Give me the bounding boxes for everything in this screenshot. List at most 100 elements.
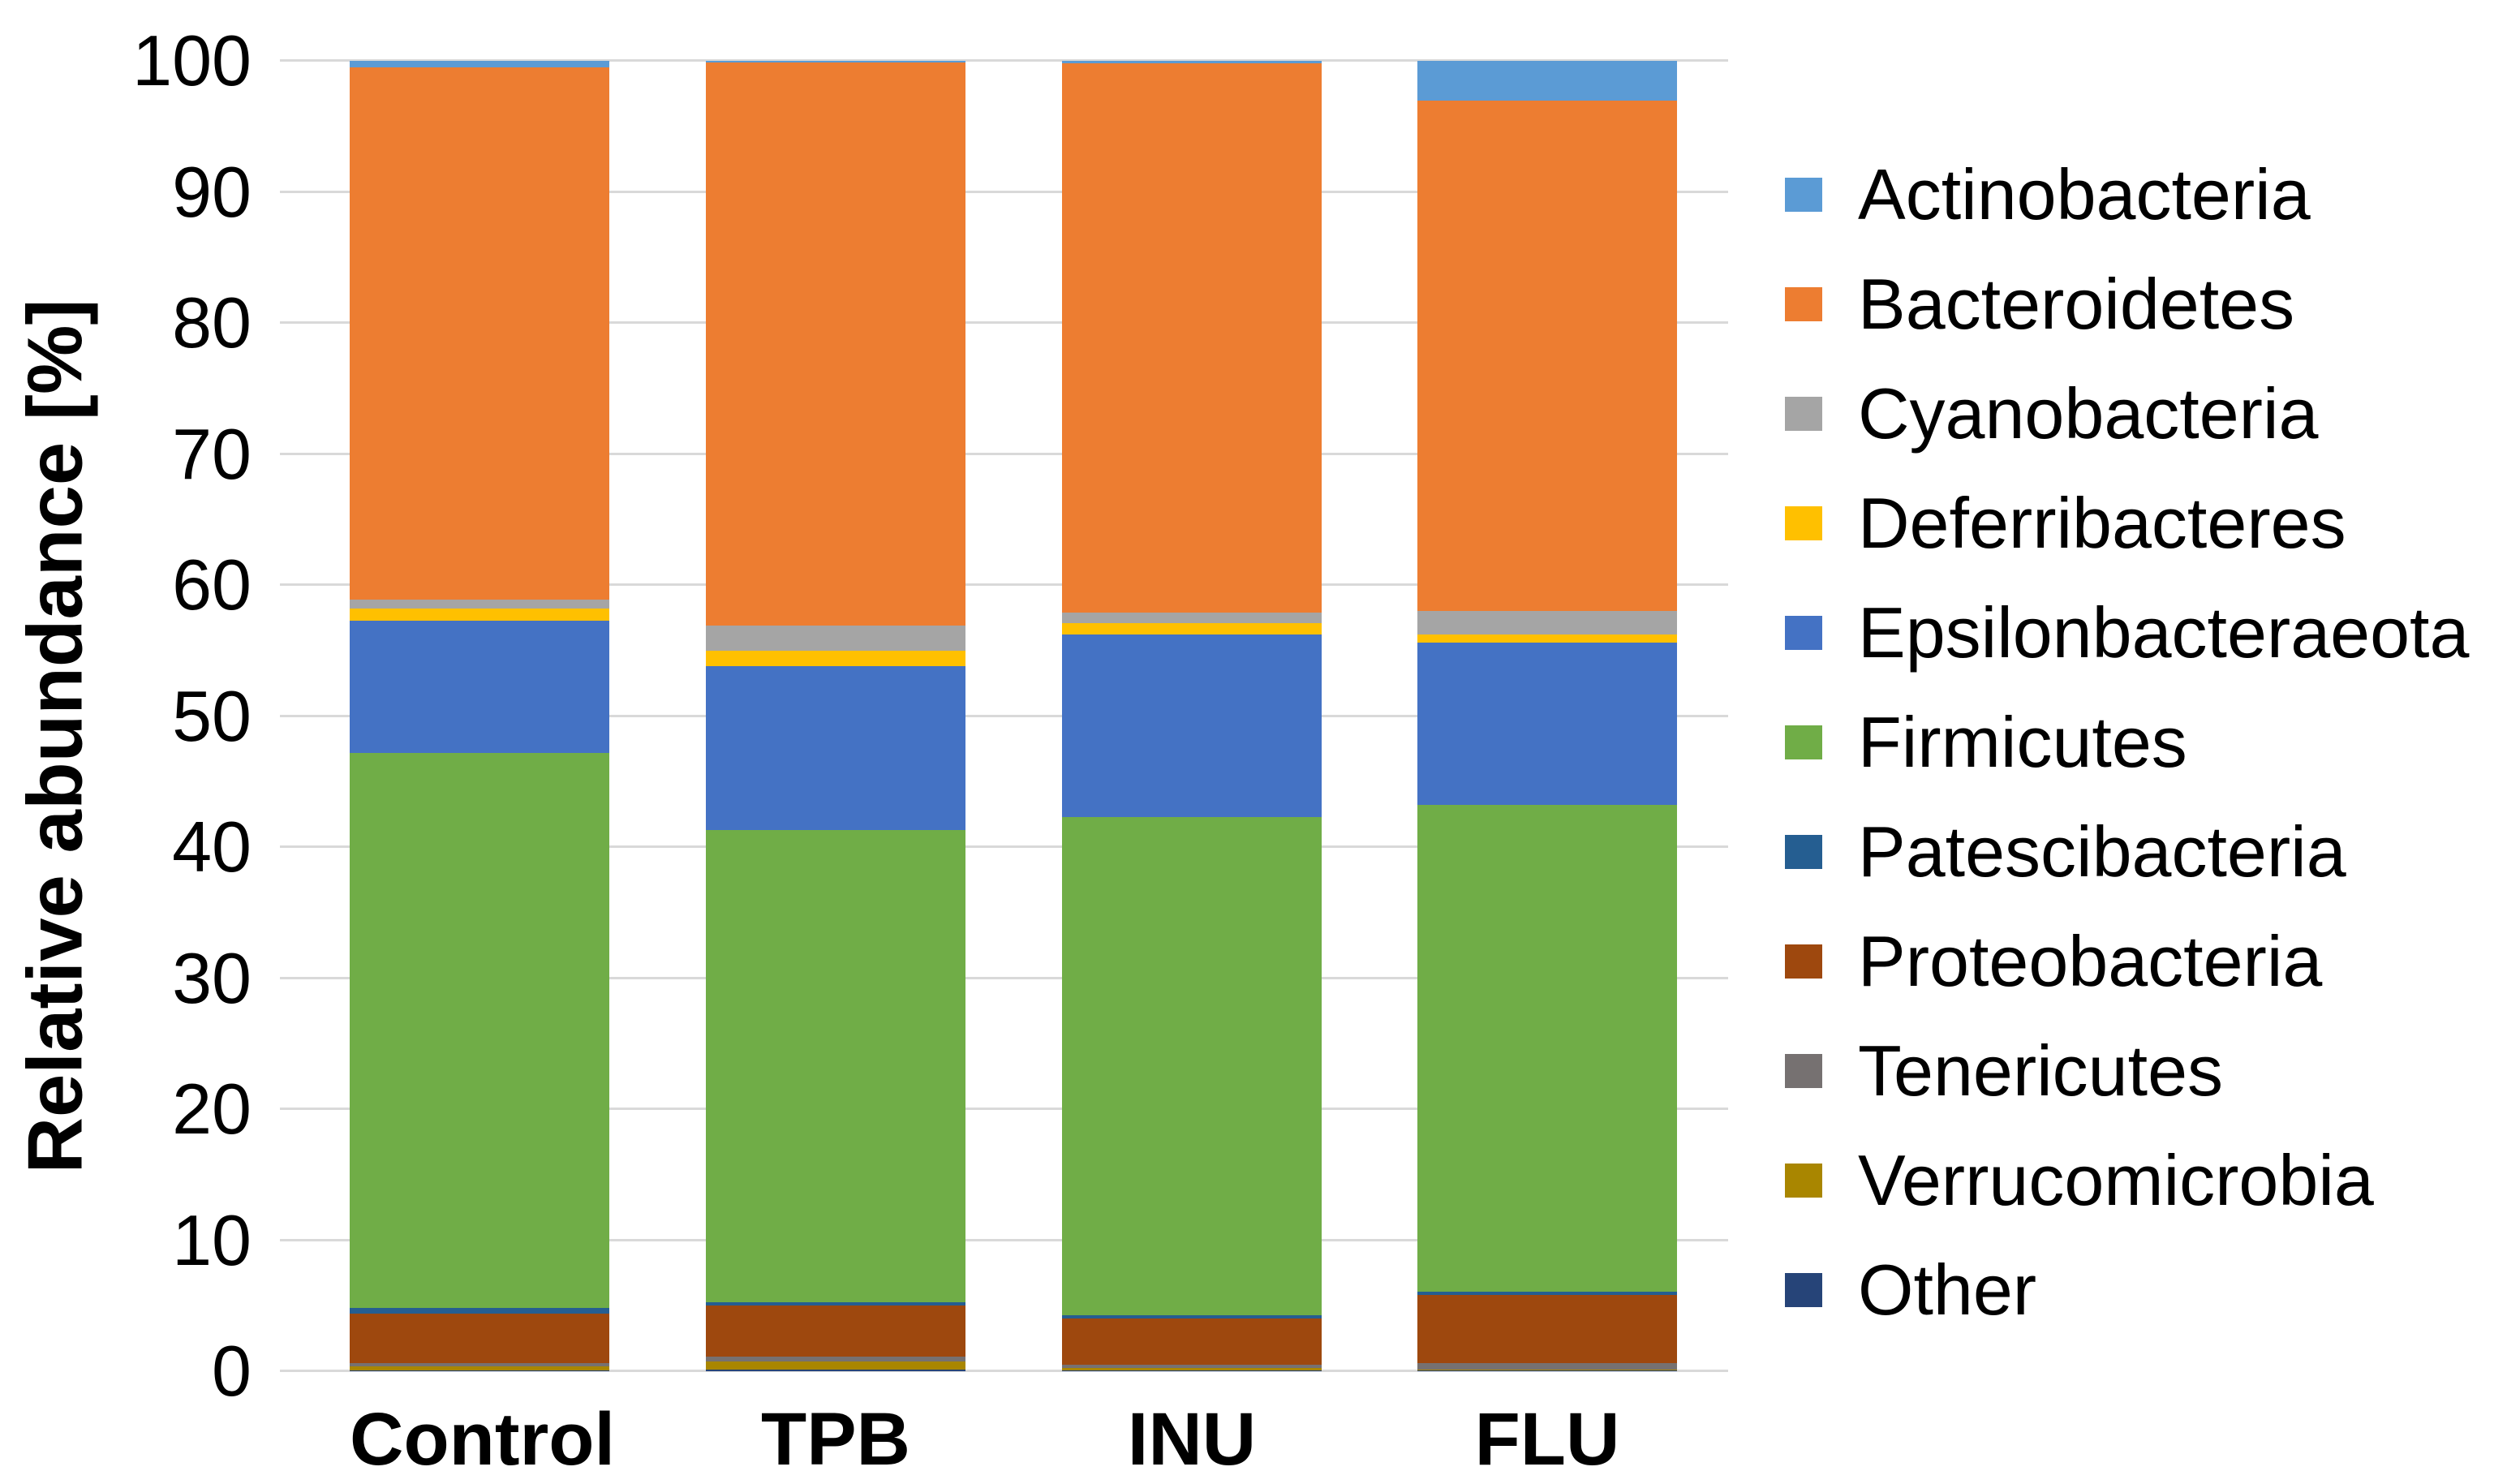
segment-inu-tenericutes [1062,1364,1322,1368]
segment-flu-cyanobacteria [1417,611,1677,635]
segment-inu-other [1062,1370,1322,1371]
y-tick-label-100: 100 [132,20,252,101]
legend-swatch-patescibacteria [1785,835,1822,869]
segment-tpb-epsilonbacteraeota [706,666,965,831]
segment-tpb-bacteroidetes [706,62,965,626]
legend-swatch-verrucomicrobia [1785,1164,1822,1198]
legend-label-tenericutes: Tenericutes [1858,1030,2224,1111]
segment-inu-proteobacteria [1062,1318,1322,1365]
segment-flu-tenericutes [1417,1363,1677,1370]
gridline-50 [280,714,1728,717]
x-label-flu: FLU [1474,1398,1620,1481]
segment-tpb-firmicutes [706,830,965,1303]
segment-tpb-actinobacteria [706,61,965,62]
bar-control [350,61,609,1371]
legend-item-firmicutes: Firmicutes [1785,702,2187,783]
segment-tpb-other [706,1370,965,1371]
legend-swatch-bacteroidetes [1785,287,1822,321]
segment-flu-actinobacteria [1417,61,1677,101]
segment-flu-epsilonbacteraeota [1417,643,1677,806]
segment-control-tenericutes [350,1363,609,1367]
legend-label-cyanobacteria: Cyanobacteria [1858,373,2319,454]
y-tick-label-70: 70 [172,413,252,494]
legend-item-bacteroidetes: Bacteroidetes [1785,264,2294,345]
x-label-tpb: TPB [761,1398,910,1481]
legend-label-other: Other [1858,1250,2037,1330]
legend-item-actinobacteria: Actinobacteria [1785,154,2311,235]
legend-label-epsilonbacteraeota: Epsilonbacteraeota [1858,592,2470,673]
legend-swatch-cyanobacteria [1785,397,1822,431]
legend-item-patescibacteria: Patescibacteria [1785,811,2346,893]
segment-inu-cyanobacteria [1062,612,1322,623]
segment-flu-proteobacteria [1417,1295,1677,1364]
gridline-30 [280,976,1728,979]
legend-item-tenericutes: Tenericutes [1785,1030,2223,1112]
bar-inu [1062,61,1322,1371]
gridline-10 [280,1238,1728,1241]
y-tick-label-10: 10 [172,1199,252,1280]
gridline-0 [280,1370,1728,1372]
legend-swatch-proteobacteria [1785,944,1822,979]
segment-control-deferribacteres [350,609,609,621]
y-tick-label-90: 90 [172,151,252,232]
legend-label-actinobacteria: Actinobacteria [1858,154,2311,234]
segment-tpb-tenericutes [706,1357,965,1361]
legend-item-cyanobacteria: Cyanobacteria [1785,373,2318,454]
segment-control-patescibacteria [350,1307,609,1314]
segment-control-proteobacteria [350,1313,609,1364]
y-tick-label-20: 20 [172,1069,252,1149]
y-tick-label-80: 80 [172,282,252,363]
legend-item-verrucomicrobia: Verrucomicrobia [1785,1140,2374,1221]
segment-tpb-verrucomicrobia [706,1361,965,1370]
segment-flu-patescibacteria [1417,1291,1677,1296]
bar-tpb [706,61,965,1371]
segment-tpb-patescibacteria [706,1302,965,1306]
segment-control-other [350,1370,609,1371]
segment-control-epsilonbacteraeota [350,620,609,753]
gridline-40 [280,845,1728,848]
gridline-60 [280,583,1728,586]
segment-control-verrucomicrobia [350,1366,609,1371]
segment-inu-patescibacteria [1062,1314,1322,1319]
segment-flu-bacteroidetes [1417,100,1677,612]
legend-label-proteobacteria: Proteobacteria [1858,921,2323,1001]
segment-tpb-deferribacteres [706,650,965,667]
legend-label-bacteroidetes: Bacteroidetes [1858,264,2295,344]
gridline-80 [280,321,1728,324]
segment-inu-deferribacteres [1062,622,1322,635]
gridline-90 [280,190,1728,193]
segment-flu-verrucomicrobia [1417,1369,1677,1371]
segment-flu-deferribacteres [1417,634,1677,643]
y-tick-label-40: 40 [172,807,252,887]
legend-label-verrucomicrobia: Verrucomicrobia [1858,1140,2374,1220]
segment-tpb-proteobacteria [706,1305,965,1357]
legend-item-other: Other [1785,1250,2036,1331]
segment-inu-bacteroidetes [1062,63,1322,613]
segment-inu-verrucomicrobia [1062,1367,1322,1371]
segment-inu-firmicutes [1062,816,1322,1315]
legend-swatch-actinobacteria [1785,178,1822,212]
legend-swatch-deferribacteres [1785,506,1822,540]
segment-control-firmicutes [350,752,609,1308]
segment-control-actinobacteria [350,61,609,68]
segment-flu-other [1417,1370,1677,1371]
segment-control-bacteroidetes [350,67,609,600]
x-label-control: Control [350,1398,616,1481]
y-tick-label-50: 50 [172,675,252,756]
legend-label-patescibacteria: Patescibacteria [1858,811,2346,892]
gridline-20 [280,1108,1728,1110]
legend-swatch-other [1785,1273,1822,1307]
segment-control-cyanobacteria [350,599,609,609]
bar-flu [1417,61,1677,1371]
legend-item-deferribacteres: Deferribacteres [1785,483,2346,564]
y-tick-label-30: 30 [172,937,252,1018]
gridline-70 [280,452,1728,455]
segment-tpb-cyanobacteria [706,626,965,651]
legend-label-deferribacteres: Deferribacteres [1858,483,2346,563]
y-tick-label-60: 60 [172,544,252,625]
legend-item-epsilonbacteraeota: Epsilonbacteraeota [1785,592,2469,673]
segment-inu-actinobacteria [1062,61,1322,64]
segment-inu-epsilonbacteraeota [1062,634,1322,817]
